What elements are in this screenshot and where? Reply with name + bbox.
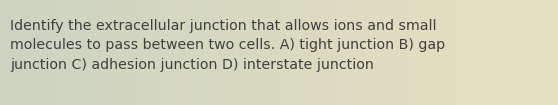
Text: Identify the extracellular junction that allows ions and small
molecules to pass: Identify the extracellular junction that… xyxy=(10,19,445,72)
